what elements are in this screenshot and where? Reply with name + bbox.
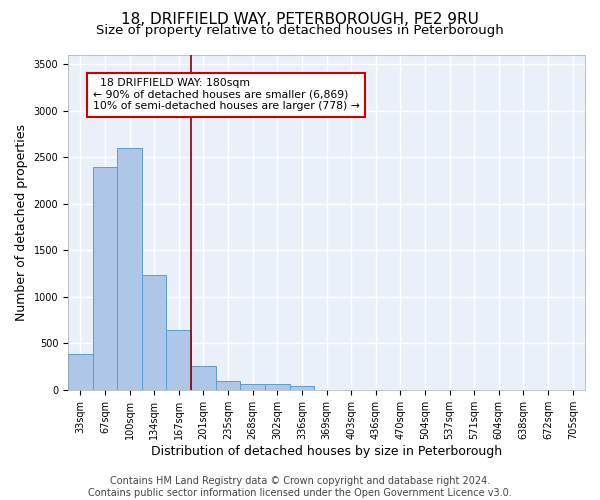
Text: Size of property relative to detached houses in Peterborough: Size of property relative to detached ho…	[96, 24, 504, 37]
Bar	[142, 274, 166, 390]
Bar	[68, 354, 92, 390]
Text: Contains HM Land Registry data © Crown copyright and database right 2024.
Contai: Contains HM Land Registry data © Crown c…	[88, 476, 512, 498]
Y-axis label: Number of detached properties: Number of detached properties	[15, 124, 28, 321]
Bar	[290, 386, 314, 390]
Bar	[191, 366, 216, 390]
Bar	[166, 330, 191, 390]
X-axis label: Distribution of detached houses by size in Peterborough: Distribution of detached houses by size …	[151, 444, 502, 458]
Text: 18, DRIFFIELD WAY, PETERBOROUGH, PE2 9RU: 18, DRIFFIELD WAY, PETERBOROUGH, PE2 9RU	[121, 12, 479, 28]
Bar	[117, 148, 142, 390]
Bar	[241, 384, 265, 390]
Text: 18 DRIFFIELD WAY: 180sqm
← 90% of detached houses are smaller (6,869)
10% of sem: 18 DRIFFIELD WAY: 180sqm ← 90% of detach…	[92, 78, 359, 112]
Bar	[265, 384, 290, 390]
Bar	[216, 380, 241, 390]
Bar	[92, 166, 117, 390]
